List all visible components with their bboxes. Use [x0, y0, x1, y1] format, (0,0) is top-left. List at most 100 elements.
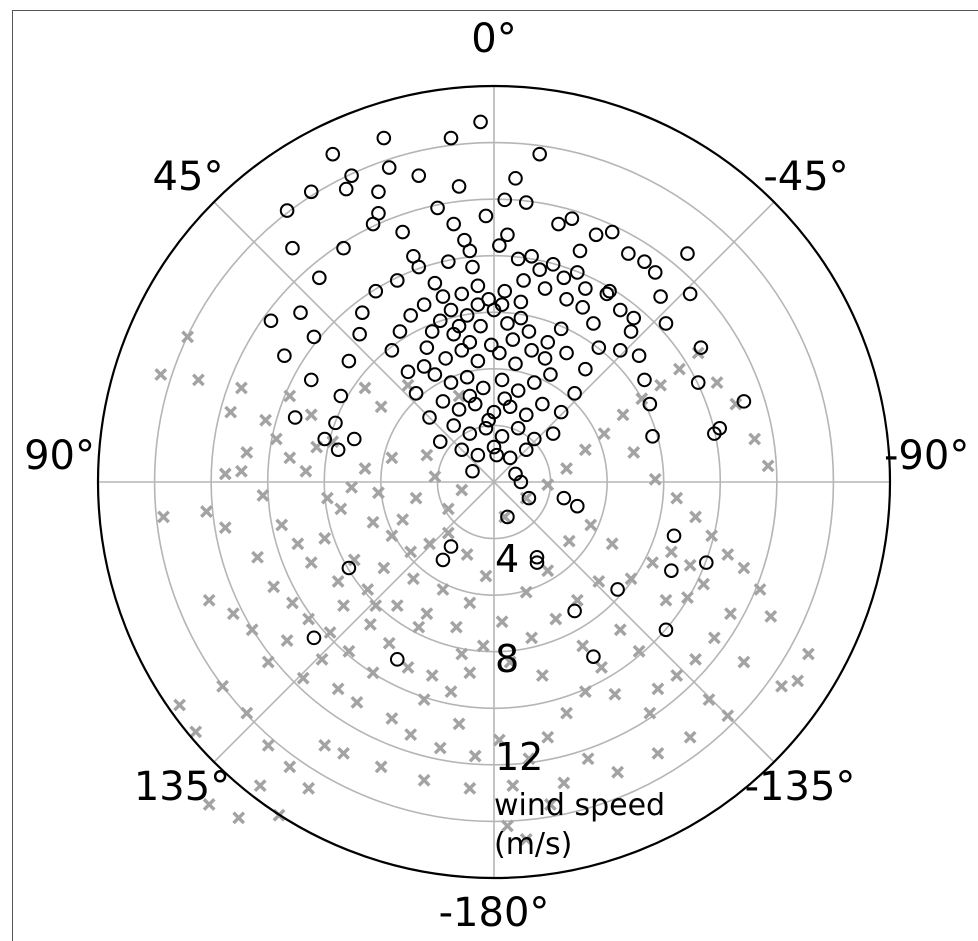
cross-marker: [374, 400, 388, 414]
cross-marker: [433, 741, 447, 755]
cross-marker: [226, 607, 240, 621]
angle-label-0: 0°: [471, 16, 516, 62]
cross-marker: [460, 548, 474, 561]
cross-marker: [683, 730, 697, 744]
circle-marker: [481, 412, 496, 428]
cross-marker: [670, 669, 684, 682]
circle-marker: [553, 404, 569, 420]
circle-marker: [693, 340, 709, 355]
cross-marker: [648, 472, 662, 486]
circle-marker: [527, 375, 542, 390]
radius-tick-label-12: 12: [495, 735, 543, 779]
cross-marker: [549, 612, 563, 626]
cross-marker: [597, 427, 611, 441]
series-circle-markers: [263, 114, 752, 667]
circle-marker: [392, 324, 408, 339]
circle-marker: [470, 297, 486, 312]
grid-spoke: [213, 481, 495, 763]
circle-marker: [532, 262, 547, 278]
cross-marker: [382, 636, 396, 650]
radius-tick-label-8: 8: [495, 637, 519, 681]
circle-marker: [312, 270, 327, 286]
cross-marker: [385, 529, 399, 543]
cross-marker: [318, 738, 332, 752]
cross-marker: [753, 583, 767, 596]
circle-marker: [543, 367, 558, 382]
circle-marker: [556, 270, 572, 286]
circle-marker: [559, 291, 574, 307]
circle-marker: [325, 146, 341, 162]
cross-marker: [342, 644, 356, 658]
cross-marker: [323, 626, 337, 639]
circle-marker: [510, 420, 526, 436]
circle-marker: [494, 429, 510, 444]
cross-marker: [366, 515, 380, 529]
cross-marker: [320, 491, 334, 505]
grid-ring: [323, 311, 665, 653]
circle-marker: [631, 348, 647, 364]
cross-marker: [331, 682, 345, 696]
circle-marker: [707, 426, 722, 441]
circle-marker: [470, 278, 486, 294]
cross-marker: [245, 623, 259, 637]
circle-marker: [612, 343, 628, 358]
circle-marker: [575, 300, 590, 315]
cross-marker: [455, 483, 469, 497]
circle-marker: [384, 343, 400, 358]
circle-marker: [371, 205, 386, 221]
cross-marker: [372, 486, 385, 500]
circle-marker: [330, 442, 346, 458]
cross-marker: [420, 607, 434, 621]
circle-marker: [470, 353, 486, 369]
cross-marker: [595, 661, 608, 674]
circle-marker: [432, 434, 448, 449]
cross-marker: [331, 575, 345, 588]
cross-marker: [286, 596, 299, 610]
circle-marker: [513, 294, 529, 310]
polar-outline: [96, 84, 892, 880]
cross-marker: [326, 435, 340, 449]
cross-marker: [476, 639, 490, 653]
circle-marker: [441, 254, 456, 269]
cross-marker: [463, 781, 477, 795]
circle-marker: [462, 388, 478, 404]
circle-marker: [341, 560, 357, 576]
cross-marker: [345, 480, 358, 494]
circle-marker: [602, 283, 617, 299]
cross-marker: [412, 620, 426, 634]
cross-marker: [363, 618, 377, 631]
circle-marker: [572, 243, 588, 259]
circle-marker: [545, 257, 561, 272]
circle-marker: [505, 332, 521, 347]
cross-marker: [761, 459, 775, 473]
circle-marker: [537, 351, 553, 366]
cross-marker: [337, 599, 350, 613]
cross-marker: [592, 575, 606, 588]
circle-marker: [492, 238, 507, 253]
circle-marker: [419, 340, 435, 355]
cross-marker: [651, 746, 665, 760]
cross-marker: [659, 593, 673, 607]
circle-marker: [478, 208, 494, 224]
circle-marker: [486, 439, 502, 455]
circle-marker: [578, 361, 593, 377]
circle-marker: [540, 334, 556, 350]
cross-marker: [519, 585, 533, 599]
circle-marker: [521, 490, 537, 506]
cross-marker: [377, 561, 391, 575]
cross-marker: [216, 679, 230, 693]
cross-marker: [358, 462, 372, 475]
cross-marker: [296, 671, 310, 685]
cross-marker: [406, 572, 420, 586]
cross-marker: [369, 599, 383, 613]
grid-ring: [153, 141, 835, 823]
cross-marker: [444, 685, 458, 698]
cross-marker: [635, 392, 649, 406]
angle-label-neg45: -45°: [763, 154, 848, 200]
cross-marker: [173, 698, 187, 712]
circle-marker: [637, 254, 652, 269]
circle-marker: [637, 372, 652, 388]
cross-marker: [350, 695, 364, 709]
grid-ring: [266, 254, 722, 710]
circle-marker: [510, 383, 526, 398]
